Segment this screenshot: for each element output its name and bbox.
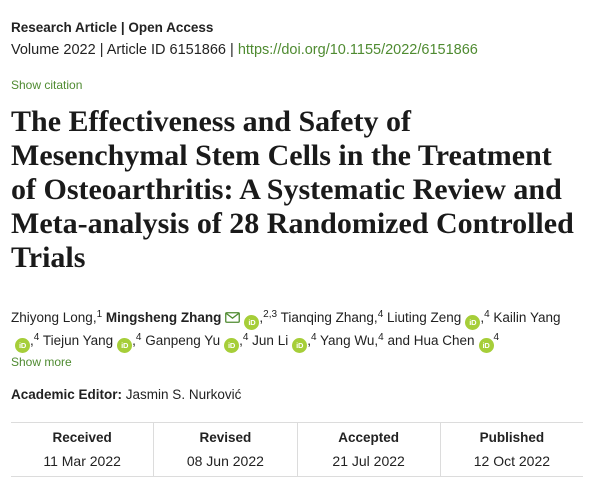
orcid-icon[interactable]: iD [224, 338, 240, 353]
orcid-icon-label: iD [248, 318, 256, 327]
orcid-icon[interactable]: iD [465, 315, 481, 330]
affiliation-marker[interactable]: 4 [484, 309, 490, 320]
author-name: Ganpeng Yu [145, 333, 221, 348]
author-name: Mingsheng Zhang [105, 310, 222, 325]
author-corresponding: Mingsheng Zhang iD ,2,3 [105, 309, 278, 330]
meta-separator: | [120, 20, 125, 35]
orcid-icon[interactable]: iD [478, 338, 494, 353]
author-name: Hua Chen [413, 333, 475, 348]
author: Tianqing Zhang,4 [280, 309, 384, 326]
meta-separator: | [230, 42, 234, 58]
orcid-icon-label: iD [469, 318, 477, 327]
orcid-icon-label: iD [121, 341, 129, 350]
article-meta-line: Volume 2022 | Article ID 6151866 | https… [11, 41, 478, 59]
affiliation-marker[interactable]: 1 [96, 309, 103, 320]
show-more-authors-link[interactable]: Show more [11, 355, 72, 369]
author-separator: , [374, 333, 379, 348]
affiliation-marker[interactable]: 2,3 [263, 309, 278, 320]
author-list: Zhiyong Long,1 Mingsheng Zhang iD ,2,3 Tia… [11, 307, 581, 353]
article-type-line: Research Article | Open Access [11, 19, 213, 37]
author-name: Kailin Yang [493, 310, 561, 325]
author-separator: , [239, 333, 243, 348]
date-received: Received 11 Mar 2022 [11, 423, 153, 476]
orcid-icon[interactable]: iD [117, 338, 133, 353]
mail-icon[interactable] [225, 312, 241, 323]
author: Ganpeng Yu iD ,4 [145, 332, 249, 353]
author: Zhiyong Long,1 [11, 309, 103, 326]
orcid-icon[interactable]: iD [292, 338, 308, 353]
orcid-icon[interactable]: iD [244, 315, 260, 330]
author-separator: , [307, 333, 311, 348]
author-name: Liuting Zeng [387, 310, 462, 325]
academic-editor-label: Academic Editor: [11, 387, 123, 402]
orcid-icon-label: iD [482, 341, 490, 350]
author-separator: , [132, 333, 136, 348]
date-label: Accepted [338, 430, 400, 445]
orcid-icon[interactable]: iD [15, 338, 30, 353]
doi-link[interactable]: https://doi.org/10.1155/2022/6151866 [237, 42, 478, 58]
author-name: Jun Li [252, 333, 289, 348]
author-separator: , [480, 310, 485, 325]
date-label: Published [479, 430, 545, 445]
article-title: The Effectiveness and Safety of Mesenchy… [11, 105, 574, 274]
date-value: 08 Jun 2022 [186, 453, 264, 469]
affiliation-marker[interactable]: 4 [493, 332, 500, 343]
author: Liuting Zeng iD ,4 [387, 309, 490, 330]
meta-separator: | [99, 42, 104, 58]
date-revised: Revised 08 Jun 2022 [153, 423, 296, 476]
date-label: Revised [199, 430, 252, 445]
affiliation-marker[interactable]: 4 [377, 309, 384, 320]
affiliation-marker[interactable]: 4 [135, 332, 142, 343]
volume: Volume 2022 [11, 42, 96, 58]
author-name: Tiejun Yang [42, 333, 114, 348]
author: Hua Chen iD4 [413, 332, 500, 353]
article-type: Research Article [11, 20, 118, 35]
publication-dates: Received 11 Mar 2022 Revised 08 Jun 2022… [11, 422, 583, 477]
access-badge: Open Access [128, 20, 214, 35]
article-id: Article ID 6151866 [106, 42, 226, 58]
academic-editor-name: Jasmin S. Nurković [125, 387, 242, 402]
author: Kailin YangiD ,4 [11, 310, 561, 353]
author-separator: , [259, 310, 264, 325]
show-citation-link[interactable]: Show citation [11, 78, 83, 92]
date-label: Received [52, 430, 112, 445]
date-value: 11 Mar 2022 [43, 453, 121, 469]
author-separator: , [92, 310, 97, 325]
orcid-icon-label: iD [296, 341, 304, 350]
affiliation-marker[interactable]: 4 [378, 332, 384, 343]
author-name: Tianqing Zhang [280, 310, 374, 325]
author-separator: , [373, 310, 378, 325]
date-published: Published 12 Oct 2022 [439, 423, 583, 476]
orcid-icon-label: iD [18, 341, 27, 350]
date-value: 12 Oct 2022 [473, 453, 551, 469]
affiliation-marker[interactable]: 4 [242, 332, 249, 343]
affiliation-marker[interactable]: 4 [310, 332, 317, 343]
author-name: Zhiyong Long [11, 310, 93, 325]
orcid-icon-label: iD [228, 341, 236, 350]
affiliation-marker[interactable]: 4 [33, 332, 40, 343]
academic-editor: Academic Editor: Jasmin S. Nurković [11, 386, 241, 404]
author-conjunction: and [387, 333, 410, 348]
author-separator: , [30, 333, 34, 348]
date-value: 21 Jul 2022 [332, 453, 405, 469]
author-name: Yang Wu [320, 333, 375, 348]
author: Yang Wu,4 [320, 332, 384, 349]
author: Jun Li iD ,4 [252, 332, 317, 353]
date-accepted: Accepted 21 Jul 2022 [296, 423, 440, 476]
author: Tiejun Yang iD ,4 [42, 332, 142, 353]
